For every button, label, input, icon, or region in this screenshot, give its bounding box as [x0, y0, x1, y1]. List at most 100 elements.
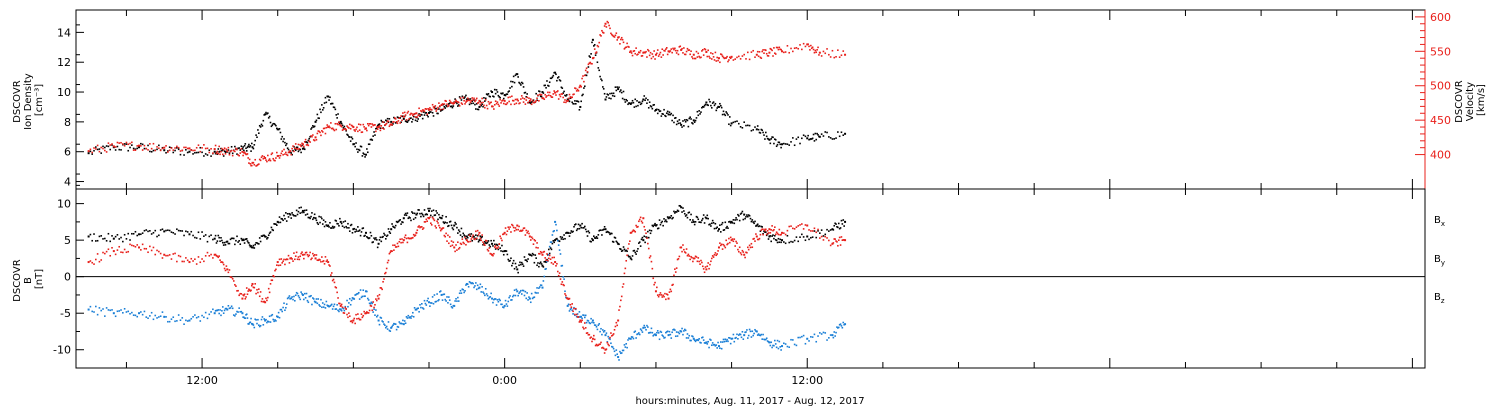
velocity-fill-point: [724, 57, 727, 59]
by-fill-point: [623, 344, 626, 346]
bz-fill-point: [539, 250, 542, 253]
by-fill-point: [336, 304, 338, 306]
density-fill-point: [450, 105, 453, 108]
bz-fill-point: [412, 233, 415, 236]
velocity-fill-point: [229, 150, 232, 153]
velocity-fill-point: [435, 110, 438, 112]
bx-fill-point: [470, 233, 473, 235]
bz-fill-point: [257, 291, 259, 294]
by-fill-point: [293, 295, 295, 298]
by-fill-point: [98, 307, 101, 309]
bx-fill-point: [461, 235, 464, 238]
velocity-fill-point: [719, 53, 722, 55]
by-fill-point: [430, 302, 432, 304]
density-fill-point: [685, 118, 688, 121]
bz-fill-point: [229, 276, 232, 278]
density-point: [478, 105, 481, 108]
density-point: [818, 135, 821, 138]
bz-fill-point: [444, 235, 447, 238]
bz-fill-point: [499, 235, 501, 238]
bx-fill-point: [609, 233, 611, 236]
velocity-fill-point: [650, 57, 653, 60]
bz-fill-point: [713, 253, 716, 256]
density-fill-point: [666, 110, 669, 113]
bz-fill-point: [154, 253, 157, 256]
bz-fill-point: [323, 263, 326, 265]
velocity-fill-point: [190, 149, 193, 151]
density-fill-point: [542, 92, 545, 94]
velocity-fill-point: [271, 152, 274, 154]
velocity-fill-point: [621, 38, 624, 41]
by-fill-point: [271, 313, 274, 316]
velocity-fill-point: [780, 48, 782, 51]
by-fill-point: [252, 324, 255, 326]
bx-fill-point: [499, 247, 501, 249]
bz-fill-point: [695, 256, 698, 258]
bz-fill-point: [484, 239, 487, 242]
by-fill-point: [145, 316, 148, 318]
bz-fill-point: [312, 255, 315, 257]
by-fill-point: [297, 295, 300, 297]
bz-fill-point: [212, 257, 214, 259]
bx-fill-point: [313, 213, 316, 216]
velocity-fill-point: [797, 47, 800, 50]
by-point: [503, 304, 506, 307]
bz-fill-point: [354, 322, 356, 325]
bz-fill-point: [272, 274, 275, 277]
by-fill-point: [389, 330, 392, 332]
density-fill-point: [441, 108, 444, 111]
bz-fill-point: [375, 298, 377, 300]
density-fill-point: [244, 143, 247, 145]
bz-fill-point: [525, 229, 528, 232]
velocity-fill-point: [590, 62, 592, 65]
density-fill-point: [149, 150, 151, 153]
bz-fill-point: [657, 295, 660, 298]
velocity-fill-point: [231, 154, 234, 157]
bx-fill-point: [635, 253, 637, 255]
density-fill-point: [468, 103, 471, 106]
velocity-fill-point: [275, 157, 277, 159]
bz-fill-point: [664, 292, 666, 295]
by-point: [692, 337, 695, 340]
bx-fill-point: [597, 234, 600, 236]
bz-fill-point: [748, 244, 751, 247]
bx-point: [604, 228, 607, 231]
density-fill-point: [801, 137, 803, 140]
by-fill-point: [333, 303, 336, 306]
bx-fill-point: [329, 221, 331, 224]
density-fill-point: [608, 97, 610, 99]
by-fill-point: [620, 352, 622, 355]
density-fill-point: [578, 108, 581, 111]
bz-fill-point: [776, 232, 779, 235]
by-point: [554, 220, 557, 223]
density-fill-point: [574, 102, 577, 105]
density-fill-point: [565, 95, 567, 97]
by-fill-point: [257, 318, 259, 321]
velocity-fill-point: [170, 147, 173, 149]
velocity-fill-point: [538, 100, 540, 102]
by-fill-point: [310, 294, 312, 297]
by-fill-point: [475, 282, 477, 284]
by-fill-point: [744, 331, 746, 334]
bx-fill-point: [367, 237, 370, 240]
by-fill-point: [464, 290, 466, 292]
bx-fill-point: [734, 219, 736, 221]
density-fill-point: [397, 116, 400, 119]
by-fill-point: [118, 310, 121, 312]
velocity-fill-point: [692, 57, 694, 60]
velocity-point: [554, 91, 557, 94]
density-fill-point: [714, 102, 717, 105]
velocity-fill-point: [227, 146, 230, 149]
velocity-fill-point: [606, 20, 609, 23]
density-fill-point: [658, 110, 661, 113]
density-fill-point: [671, 119, 673, 122]
by-fill-point: [699, 341, 701, 344]
bz-fill-point: [570, 306, 573, 308]
bz-fill-point: [629, 240, 631, 243]
velocity-fill-point: [458, 105, 461, 107]
by-fill-point: [382, 321, 384, 323]
bx-fill-point: [715, 227, 718, 230]
bx-fill-point: [773, 237, 775, 240]
by-fill-point: [320, 298, 322, 301]
density-fill-point: [499, 96, 501, 99]
